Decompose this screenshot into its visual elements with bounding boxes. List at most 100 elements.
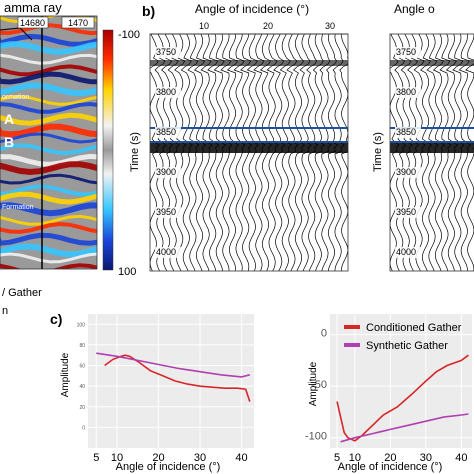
strong-reflector — [150, 143, 348, 153]
time-tick-label: 3950 — [156, 207, 176, 217]
y-tick-label: 60 — [79, 364, 85, 370]
x-tick-label: 40 — [235, 452, 247, 464]
x-tick-label: 5 — [334, 452, 340, 464]
seismic-band — [0, 173, 97, 185]
panel-b-y-axis-title: Time (s) — [372, 132, 384, 172]
time-tick-label: 3900 — [156, 167, 176, 177]
trace-label-1: 14680 — [20, 18, 45, 28]
seismic-band — [0, 191, 97, 205]
x-tick-label: 10 — [111, 452, 123, 464]
colorbar-top-label: -100 — [118, 29, 140, 41]
seismic-band — [0, 41, 97, 56]
series-line-conditioned — [104, 354, 251, 402]
colorbar — [102, 29, 114, 271]
x-tick-label: 20 — [152, 452, 164, 464]
seismic-band — [0, 243, 97, 258]
x-tick: 10 — [199, 21, 209, 31]
chart-right-ylabel: Amplitude — [308, 361, 319, 406]
seismic-band — [0, 71, 97, 85]
panel-a: amma ray 14680 1470 ormation A B Formati… — [0, 0, 141, 317]
panel-b-title: Angle of incidence (°) — [195, 2, 309, 16]
x-tick-label: 40 — [455, 452, 467, 464]
seismic-gather-right — [390, 34, 474, 271]
y-tick-label: 80 — [79, 343, 85, 349]
zone-b-label: B — [4, 134, 14, 150]
zone-a-label: A — [4, 111, 14, 127]
time-tick-label: 4000 — [396, 247, 416, 257]
x-tick: 20 — [263, 21, 273, 31]
x-tick-label: 5 — [93, 452, 99, 464]
x-tick-label: 30 — [420, 452, 432, 464]
panel-b-right-title: Angle o — [394, 2, 435, 16]
time-tick-label: 3900 — [396, 167, 416, 177]
chart-right-xlabel: Angle of incidence (°) — [338, 461, 443, 473]
seismic-band — [0, 53, 97, 65]
y-tick-label: 40 — [79, 384, 85, 390]
trace-label-2: 1470 — [68, 18, 88, 28]
y-tick-label: -50 — [311, 379, 327, 391]
seismic-band — [0, 161, 97, 176]
seismic-band — [0, 252, 97, 264]
y-tick-label: -100 — [305, 431, 327, 443]
seismic-band — [0, 33, 97, 47]
x-tick-label: 10 — [349, 452, 361, 464]
x-tick-label: 20 — [384, 452, 396, 464]
seismic-band — [0, 64, 97, 77]
seismic-section — [0, 16, 97, 269]
time-tick-label: 4000 — [156, 247, 176, 257]
colorbar-axis-label: Time (s) — [129, 132, 141, 172]
strong-reflector — [390, 143, 474, 153]
seismic-band — [0, 101, 97, 114]
y-tick-label: 0 — [321, 328, 327, 340]
panel-a-caption-2: n — [2, 305, 8, 317]
horizon-label-bottom: Formation — [2, 204, 34, 211]
time-tick-label: 3800 — [156, 87, 176, 97]
chart-legend: Conditioned Gather Synthetic Gather — [344, 322, 462, 352]
colorbar-bottom-label: 100 — [118, 266, 136, 278]
seismic-gather — [150, 34, 348, 271]
amplitude-chart-right: 0 -50 -100 5 10 20 30 40 — [305, 314, 472, 464]
legend-entry-synthetic: Synthetic Gather — [366, 340, 448, 352]
y-tick-label: 20 — [79, 405, 85, 411]
y-tick-label: 0 — [82, 425, 85, 431]
reflector — [150, 60, 348, 66]
plot-area — [330, 314, 472, 448]
series-line-synthetic — [340, 413, 469, 443]
panel-a-title: amma ray — [4, 0, 62, 15]
amplitude-chart-left: 100 80 60 40 20 0 5 10 20 30 40 — [77, 314, 254, 464]
seismic-band — [0, 184, 97, 197]
reflector — [390, 60, 474, 66]
time-tick-label: 3850 — [396, 127, 416, 137]
seismic-band — [0, 132, 97, 144]
panel-a-caption-1: / Gather — [2, 287, 42, 299]
seismic-band — [0, 221, 97, 234]
seismic-band — [0, 143, 97, 156]
time-tick-label: 3800 — [396, 87, 416, 97]
seismic-band — [0, 202, 97, 217]
horizon-label-top: ormation — [2, 94, 29, 101]
seismic-band — [0, 112, 97, 126]
time-tick-label: 3750 — [156, 47, 176, 57]
series-line-conditioned — [336, 354, 469, 442]
x-tick: 30 — [325, 21, 335, 31]
seismic-band — [0, 123, 97, 138]
seismic-band — [0, 214, 97, 226]
legend-entry-conditioned: Conditioned Gather — [366, 322, 462, 334]
chart-left-xlabel: Angle of incidence (°) — [116, 461, 221, 473]
seismic-band — [0, 94, 97, 106]
panel-b-label: b) — [142, 3, 155, 19]
seismic-band — [0, 232, 97, 246]
time-tick-label: 3750 — [396, 47, 416, 57]
chart-left-ylabel: Amplitude — [60, 352, 71, 397]
plot-area — [88, 314, 254, 448]
panel-b: b) Angle of incidence (°) Angle o 10 20 … — [142, 2, 474, 272]
time-tick-label: 3850 — [156, 127, 176, 137]
series-line-synthetic — [96, 352, 250, 378]
panel-c-label: c) — [50, 311, 62, 327]
x-tick-label: 30 — [194, 452, 206, 464]
seismic-band — [0, 263, 97, 269]
seismic-band — [0, 82, 97, 97]
y-tick-label: 100 — [77, 322, 86, 328]
